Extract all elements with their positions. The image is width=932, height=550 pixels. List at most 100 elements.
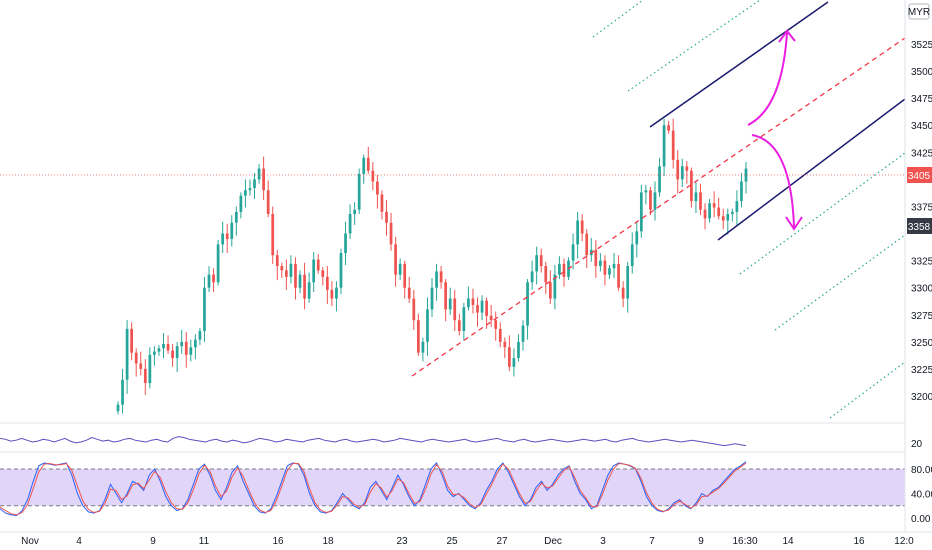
currency-badge[interactable]: MYR	[908, 3, 930, 20]
candle-body	[608, 268, 611, 275]
candle	[603, 255, 607, 286]
candle-body	[130, 328, 134, 353]
channel-upper-boundary[interactable]	[649, 1, 829, 128]
candle	[134, 348, 138, 377]
candle	[503, 337, 507, 359]
candle	[585, 229, 589, 269]
stochastic-pane[interactable]	[0, 461, 905, 517]
candle	[644, 184, 648, 205]
candle	[148, 347, 152, 389]
candle-body	[535, 255, 539, 272]
candle-body	[239, 195, 243, 212]
candle-body	[457, 320, 461, 332]
candle	[280, 262, 284, 278]
candle-body	[303, 274, 306, 299]
candle-body	[153, 351, 156, 355]
candle	[403, 260, 407, 299]
curved-arrow-up[interactable]	[747, 32, 788, 126]
channel-midline[interactable]	[411, 37, 906, 377]
candle-body	[121, 379, 124, 405]
stochastic-band	[0, 469, 905, 506]
candle	[471, 288, 475, 314]
candle-body	[712, 203, 716, 208]
candle-body	[248, 188, 252, 191]
candle	[639, 184, 643, 238]
candle	[580, 214, 584, 242]
candle-body	[353, 209, 357, 215]
candle-body	[216, 244, 220, 283]
candle	[212, 268, 215, 293]
candle-body	[166, 344, 170, 351]
candle	[216, 240, 220, 286]
price-axis[interactable]: 3525 3500 3475 3450 3425 3375 3325 3300 3275 3250…	[911, 40, 932, 403]
time-tick: 27	[496, 536, 508, 547]
candle	[421, 337, 425, 362]
candle-body	[125, 328, 129, 380]
candle	[444, 279, 448, 322]
candle-body	[740, 181, 743, 202]
candle	[485, 297, 488, 329]
candle	[512, 348, 516, 377]
marker-price-value: 3358	[908, 222, 931, 233]
candle-body	[635, 231, 639, 245]
candle	[548, 270, 552, 304]
time-tick: 7	[649, 536, 655, 547]
time-axis[interactable]: Nov 4 9 11 16 18 23 25 27 Dec 3 7 9 16:30 14 16 12:0	[21, 536, 914, 547]
candle	[189, 339, 193, 362]
candle	[162, 333, 165, 359]
price-pane[interactable]	[0, 0, 906, 419]
channel-lower-boundary[interactable]	[717, 98, 906, 241]
candle	[544, 261, 548, 295]
candle-body	[394, 244, 397, 275]
candle-body	[653, 192, 657, 210]
indicator-pane-1[interactable]	[0, 436, 747, 447]
candle	[517, 334, 520, 362]
price-tick: 3450	[911, 121, 932, 132]
candle-body	[644, 190, 648, 193]
candle	[526, 279, 529, 340]
candle-body	[507, 347, 511, 367]
candle	[680, 158, 684, 187]
candle-body	[335, 287, 338, 299]
curved-arrow-down[interactable]	[751, 134, 795, 228]
price-tick: 3200	[911, 392, 932, 403]
candle-body	[421, 341, 425, 353]
candle-body	[585, 233, 589, 256]
candle	[430, 277, 434, 317]
last-price-badge-box	[907, 167, 932, 183]
candle-body	[658, 166, 661, 193]
candle	[676, 150, 680, 194]
candle-body	[253, 179, 256, 189]
candle-body	[726, 214, 730, 221]
parallel-guide-line[interactable]	[592, 0, 644, 38]
candle-body	[139, 363, 143, 369]
candle-body	[671, 130, 675, 160]
time-tick: 14	[782, 536, 794, 547]
candle	[398, 258, 402, 281]
candle	[667, 120, 671, 134]
candle	[426, 297, 429, 356]
candle	[344, 221, 347, 265]
candle-body	[612, 263, 616, 269]
candle	[193, 334, 197, 360]
candle-body	[157, 348, 161, 352]
candle	[121, 368, 124, 414]
candle-body	[544, 266, 548, 283]
candle-body	[180, 341, 184, 347]
candle-body	[285, 270, 288, 277]
candle	[298, 270, 302, 294]
candle	[294, 257, 297, 300]
candle-body	[735, 201, 739, 212]
candle	[203, 276, 206, 342]
candles-layer	[116, 118, 748, 415]
candle	[649, 186, 652, 216]
drawings-layer[interactable]	[411, 0, 906, 419]
candle	[289, 255, 293, 284]
candle-body	[198, 331, 202, 340]
candle-body	[676, 159, 680, 180]
candle	[371, 162, 375, 191]
candle	[480, 295, 484, 321]
candle	[166, 335, 170, 354]
